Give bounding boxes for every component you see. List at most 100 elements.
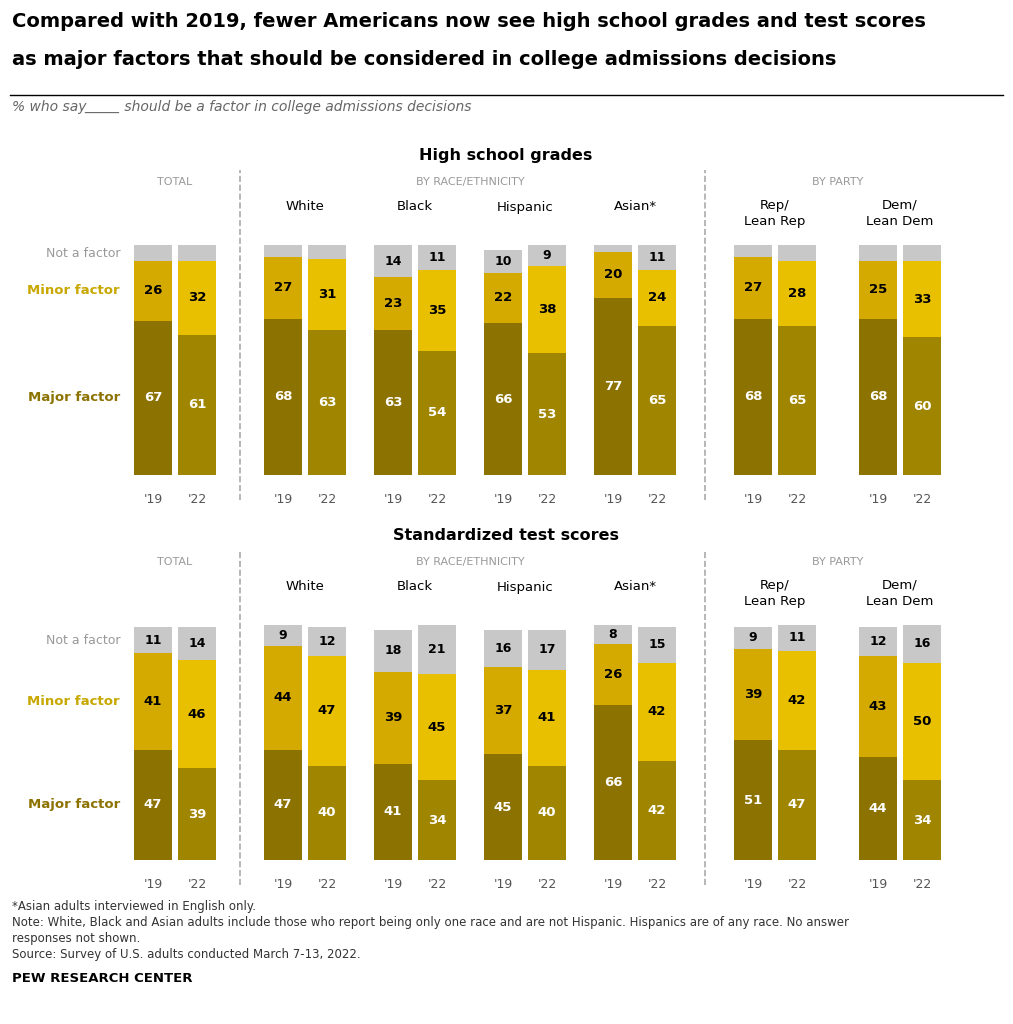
Text: '19: '19 (274, 878, 293, 891)
Text: 12: 12 (318, 635, 335, 648)
Text: '19: '19 (274, 493, 293, 506)
Text: 45: 45 (427, 721, 446, 734)
Text: 15: 15 (648, 639, 666, 651)
Bar (638, 628, 676, 663)
Text: 31: 31 (318, 288, 336, 301)
Bar (594, 252, 632, 298)
Text: Asian*: Asian* (614, 201, 656, 213)
Text: 9: 9 (279, 629, 288, 642)
Bar (264, 318, 302, 475)
Text: 17: 17 (538, 643, 556, 656)
Text: 68: 68 (869, 390, 887, 403)
Bar (859, 261, 897, 318)
Bar (178, 335, 216, 475)
Text: 33: 33 (913, 293, 931, 305)
Text: Lean Dem: Lean Dem (866, 215, 934, 228)
Text: Asian*: Asian* (614, 581, 656, 594)
Text: 34: 34 (913, 813, 931, 826)
Bar (528, 630, 566, 670)
Text: 53: 53 (538, 408, 556, 421)
Text: 9: 9 (749, 632, 758, 644)
Text: 41: 41 (144, 695, 162, 708)
Text: Black: Black (397, 201, 434, 213)
Bar (178, 660, 216, 768)
Text: 47: 47 (318, 705, 336, 717)
Text: 21: 21 (428, 643, 446, 656)
Bar (594, 705, 632, 860)
Text: 39: 39 (187, 808, 207, 820)
Text: 16: 16 (494, 642, 512, 655)
Bar (528, 670, 566, 766)
Text: 11: 11 (428, 251, 446, 264)
Text: 41: 41 (384, 805, 402, 818)
Text: 41: 41 (538, 712, 556, 724)
Bar (418, 625, 456, 675)
Bar (374, 672, 412, 764)
Text: '19: '19 (383, 878, 402, 891)
Text: '19: '19 (493, 493, 513, 506)
Text: 35: 35 (427, 304, 446, 317)
Text: _____: _____ (84, 100, 119, 114)
Text: '19: '19 (604, 493, 623, 506)
Text: Dem/: Dem/ (882, 199, 918, 212)
Bar (484, 272, 522, 324)
Text: 47: 47 (274, 799, 292, 811)
Bar (528, 766, 566, 860)
Text: Hispanic: Hispanic (496, 201, 553, 213)
Bar (778, 625, 816, 651)
Bar (134, 628, 172, 653)
Text: '19: '19 (144, 878, 163, 891)
Bar (418, 245, 456, 270)
Bar (638, 270, 676, 326)
Text: Major factor: Major factor (27, 799, 120, 811)
Text: BY RACE/ETHNICITY: BY RACE/ETHNICITY (415, 177, 525, 187)
Bar (859, 655, 897, 757)
Bar (484, 668, 522, 755)
Text: BY PARTY: BY PARTY (811, 557, 863, 567)
Bar (374, 278, 412, 330)
Text: '22: '22 (187, 493, 207, 506)
Text: 10: 10 (494, 255, 512, 267)
Text: 12: 12 (869, 635, 886, 648)
Bar (859, 245, 897, 261)
Text: 27: 27 (274, 281, 292, 294)
Text: Standardized test scores: Standardized test scores (393, 528, 619, 543)
Bar (859, 757, 897, 860)
Text: 23: 23 (384, 297, 402, 310)
Text: 51: 51 (744, 794, 762, 807)
Text: 61: 61 (187, 398, 207, 412)
Text: 50: 50 (913, 715, 931, 728)
Text: '22: '22 (913, 878, 932, 891)
Bar (484, 630, 522, 668)
Text: '19: '19 (744, 878, 763, 891)
Text: 67: 67 (144, 391, 162, 404)
Bar (528, 265, 566, 353)
Text: responses not shown.: responses not shown. (12, 932, 140, 945)
Bar (134, 245, 172, 261)
Text: 66: 66 (493, 392, 513, 406)
Bar (308, 655, 346, 766)
Text: '22: '22 (913, 493, 932, 506)
Bar (859, 628, 897, 655)
Bar (418, 351, 456, 475)
Text: 54: 54 (427, 407, 446, 420)
Text: '22: '22 (537, 878, 556, 891)
Text: 68: 68 (274, 390, 292, 403)
Text: 11: 11 (788, 632, 805, 644)
Text: 26: 26 (144, 285, 162, 298)
Bar (178, 261, 216, 335)
Bar (778, 651, 816, 750)
Bar (594, 644, 632, 705)
Text: 32: 32 (187, 292, 207, 304)
Bar (264, 750, 302, 860)
Text: BY RACE/ETHNICITY: BY RACE/ETHNICITY (415, 557, 525, 567)
Text: Source: Survey of U.S. adults conducted March 7-13, 2022.: Source: Survey of U.S. adults conducted … (12, 948, 361, 961)
Text: '22: '22 (317, 493, 336, 506)
Bar (638, 245, 676, 270)
Bar (778, 326, 816, 475)
Bar (778, 261, 816, 326)
Bar (778, 750, 816, 860)
Text: '19: '19 (383, 493, 402, 506)
Text: '22: '22 (317, 878, 336, 891)
Bar (134, 750, 172, 860)
